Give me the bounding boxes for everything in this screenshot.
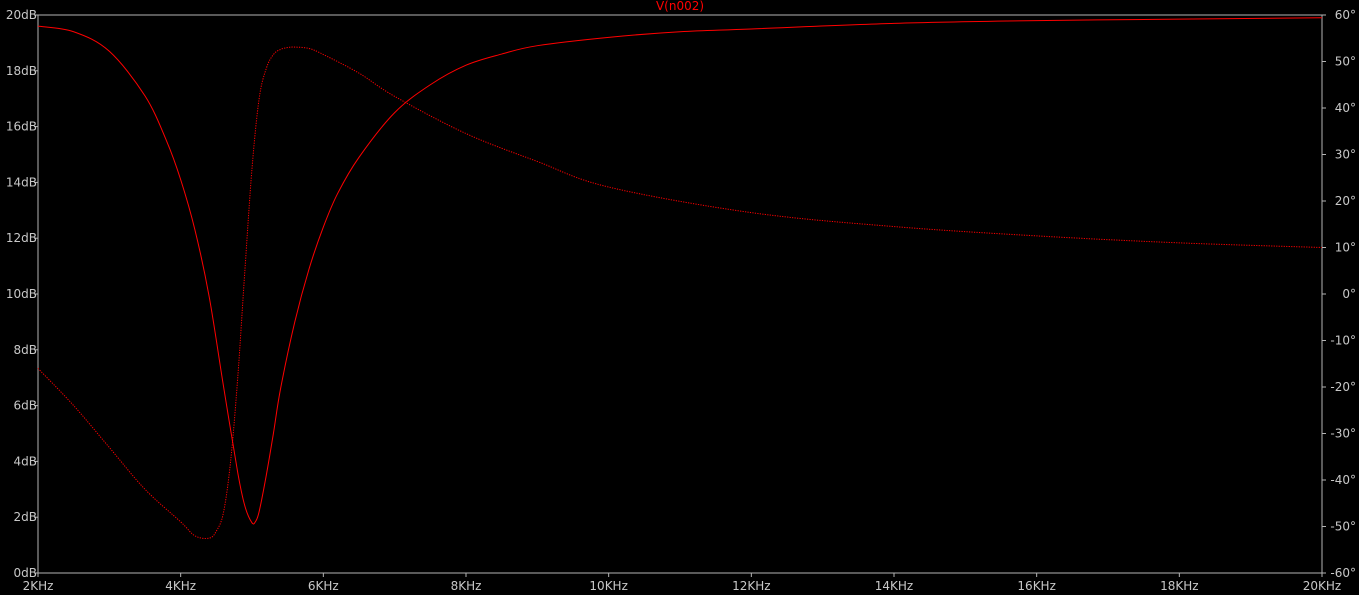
magnitude-trace — [37, 17, 1323, 525]
x-tick-label: 4KHz — [165, 579, 196, 593]
y-axis-right: 60° 50° 40° 30° 20° 10° 0° -10° -20° -30° -40° -50°… — [1322, 8, 1356, 580]
x-tick-label: 12KHz — [732, 579, 770, 593]
y-right-tick-label: 10° — [1335, 241, 1356, 255]
x-tick-label: 8KHz — [451, 579, 482, 593]
chart-title: V(n002) — [656, 0, 704, 13]
y-left-tick-label: 8dB — [14, 343, 37, 357]
x-tick-label: 20KHz — [1303, 579, 1341, 593]
y-left-tick-label: 10dB — [6, 287, 37, 301]
x-tick-label: 10KHz — [589, 579, 627, 593]
y-right-tick-label: -40° — [1330, 473, 1356, 487]
x-tick-label: 6KHz — [308, 579, 339, 593]
phase-trace — [37, 46, 1323, 539]
y-right-tick-label: -50° — [1330, 520, 1356, 534]
traces — [37, 17, 1323, 539]
x-tick-label: 16KHz — [1017, 579, 1055, 593]
y-left-tick-label: 18dB — [6, 64, 37, 78]
y-right-tick-label: 50° — [1335, 55, 1356, 69]
y-right-tick-label: 40° — [1335, 101, 1356, 115]
x-tick-label: 18KHz — [1160, 579, 1198, 593]
y-left-tick-label: 16dB — [6, 120, 37, 134]
y-left-tick-label: 2dB — [14, 510, 37, 524]
y-right-tick-label: 30° — [1335, 148, 1356, 162]
x-tick-label: 14KHz — [875, 579, 913, 593]
y-left-tick-label: 12dB — [6, 231, 37, 245]
y-right-tick-label: -10° — [1330, 334, 1356, 348]
y-axis-left: 0dB 2dB 4dB 6dB 8dB 10dB 12dB 14dB 16dB 18dB 20dB — [6, 8, 38, 580]
y-right-tick-label: 60° — [1335, 8, 1356, 22]
y-right-tick-label: -20° — [1330, 380, 1356, 394]
y-left-tick-label: 4dB — [14, 454, 37, 468]
y-left-tick-label: 6dB — [14, 399, 37, 413]
y-right-tick-label: -30° — [1330, 427, 1356, 441]
y-left-tick-label: 20dB — [6, 8, 37, 22]
x-tick-label: 2KHz — [23, 579, 54, 593]
y-right-tick-label: -60° — [1330, 566, 1356, 580]
y-right-tick-label: 20° — [1335, 194, 1356, 208]
x-axis: 2KHz 4KHz 6KHz 8KHz 10KHz 12KHz 14KHz 16KHz 18KH… — [23, 573, 1341, 593]
y-left-tick-label: 14dB — [6, 175, 37, 189]
y-right-tick-label: 0° — [1342, 287, 1356, 301]
y-left-tick-label: 0dB — [14, 566, 37, 580]
